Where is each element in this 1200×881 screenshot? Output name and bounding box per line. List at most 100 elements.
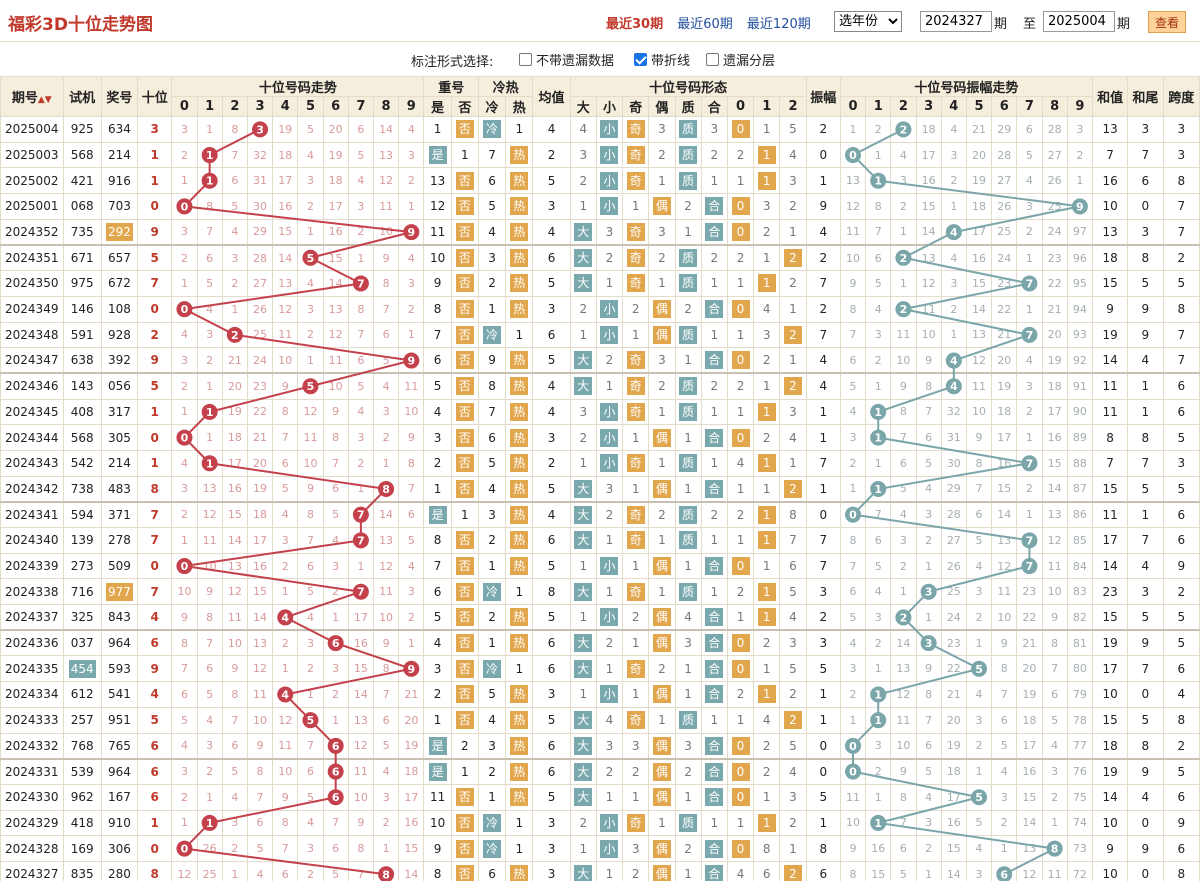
to-period-input[interactable] [1043,11,1115,32]
r012-cell: 1 [753,604,781,631]
repeat-no-cell: 否 [450,116,479,143]
trend-cell: 3 [372,398,400,426]
trend-cell: 6 [347,347,374,374]
period-cell: 2024333 [0,706,64,734]
repeat-no-cell: 否 [450,629,479,657]
header-amp-digit: 7 [1016,96,1043,117]
header-digit: 0 [171,96,198,117]
trend-cell: 4 [372,372,400,400]
table-row: 2024336 037 964 6 8 7 10 13 2 3 16 9 1 4 否 1 热 6 大 2 1 偶 3 合 0 2 3… [0,629,1200,657]
trend-cell: 6 [297,552,324,580]
hot-cell: 热 [505,500,534,528]
amp-trend-cell: 4 [991,757,1018,785]
shape-cell: 1 [569,681,597,708]
amp-trend-cell: 77 [1066,732,1093,760]
trend-cell: 1 [221,295,248,323]
option-layered[interactable]: 遗漏分层 [706,50,775,69]
amp-trend-cell: 1 [865,655,892,683]
trend-cell: 6 [372,321,400,349]
shape-cell: 4 [569,116,597,143]
shape-cell: 2 [779,270,807,297]
prize-cell: 371 [100,500,139,528]
shape-cell: 2 [648,655,676,683]
option-no-missing[interactable]: 不带遗漏数据 [519,50,614,69]
mean-cell: 5 [532,706,571,734]
trend-cell: 2 [171,372,198,400]
amp-trend-cell: 28 [940,500,967,528]
shape-cell: 2 [595,347,624,374]
trend-cell: 4 [297,809,324,837]
cold-cell: 7 [477,141,507,169]
amp-cell: 1 [805,706,841,734]
shape-cell-mark: 大 [574,762,593,781]
table-row: 2024348 591 928 2 4 3 25 11 2 12 7 6 1 7 否冷 1 6 1 小 1 偶质 1 1 3 2… [0,321,1200,349]
prize-cell: 214 [100,141,139,169]
sort-icon[interactable]: ▲▼ [37,95,52,105]
mean-cell: 5 [532,783,571,811]
trend-cell: 8 [246,757,274,785]
trend-cell: 9 [297,475,324,503]
amp-trend-cell: 6 [839,347,867,374]
hot-cell-mark: 热 [510,351,529,370]
prize-cell: 916 [100,167,139,195]
hot-cell-mark: 热 [510,428,529,447]
trend-cell: 4 [171,449,198,477]
trial-cell: 143 [62,372,102,400]
checkbox-checked-icon[interactable] [634,53,647,66]
amp-trend-cell: 3 [940,141,967,169]
trend-cell: 6 [398,500,425,528]
span-cell: 8 [1162,167,1200,195]
amp-cell: 9 [805,193,841,220]
table-row: 2024345 408 317 1 1 19 22 8 12 9 4 3 10 4 否 7 热 4 3 小奇 1 质 1 1 1… [0,398,1200,426]
amp-trend-cell: 29 [991,116,1018,143]
shape-cell-mark: 奇 [626,402,645,421]
header-period[interactable]: 期号▲▼ [0,76,64,117]
amp-trend-cell: 3 [890,527,917,554]
shape-cell: 合 [700,757,728,785]
amp-trend-cell: 2 [865,629,892,657]
trend-cell: 15 [322,243,349,272]
trend-cell: 1 [347,552,374,580]
range-120-link[interactable]: 最近120期 [746,17,811,32]
shape-cell: 2 [595,500,624,528]
trend-cell: 10 [372,604,400,631]
trend-cell: 8 [196,193,223,220]
checkbox-icon[interactable] [706,53,719,66]
trend-cell: 11 [272,732,299,760]
year-select[interactable]: 选年份 [834,11,902,32]
shape-cell: 偶 [648,193,676,220]
mean-cell: 6 [532,732,571,760]
checkbox-icon[interactable] [519,53,532,66]
trend-cell: 16 [398,809,425,837]
shape-cell: 1 [726,270,755,297]
amp-trend-cell: 92 [1066,347,1093,374]
tail-cell: 5 [1127,270,1164,297]
from-period-input[interactable] [920,11,992,32]
trend-cell: 17 [347,604,374,631]
span-cell: 6 [1162,372,1200,400]
mean-cell: 6 [532,655,571,683]
amp-trend-cell: 2 [940,295,967,323]
cold-cell: 冷 [477,835,507,862]
r012-mark: 0 [731,120,750,139]
option-with-line[interactable]: 带折线 [634,50,690,69]
amp-trend-cell: 5 [839,604,867,631]
hot-cell-mark: 热 [510,557,529,576]
amp-trend-cell: 78 [1066,706,1093,734]
range-60-link[interactable]: 最近60期 [677,17,733,32]
amp-trend-cell: 6 [915,732,942,760]
trend-cell: 7 [347,860,374,881]
r012-mark: 1 [757,146,776,165]
range-30-link[interactable]: 最近30期 [606,17,664,32]
query-button[interactable]: 查看 [1148,11,1186,33]
repeat-no-cell-mark: 否 [455,351,474,370]
cold-cell: 2 [477,757,507,785]
period-cell: 2024344 [0,424,64,451]
prize-highlight: 977 [105,582,133,601]
amp-trend-cell: 21 [965,116,993,143]
trend-cell: 8 [398,449,425,477]
amp-trend-cell: 10 [890,732,917,760]
r012-mark: 0 [731,762,750,781]
trend-cell: 7 [246,783,274,811]
repeat-no-cell-mark: 否 [455,865,474,881]
